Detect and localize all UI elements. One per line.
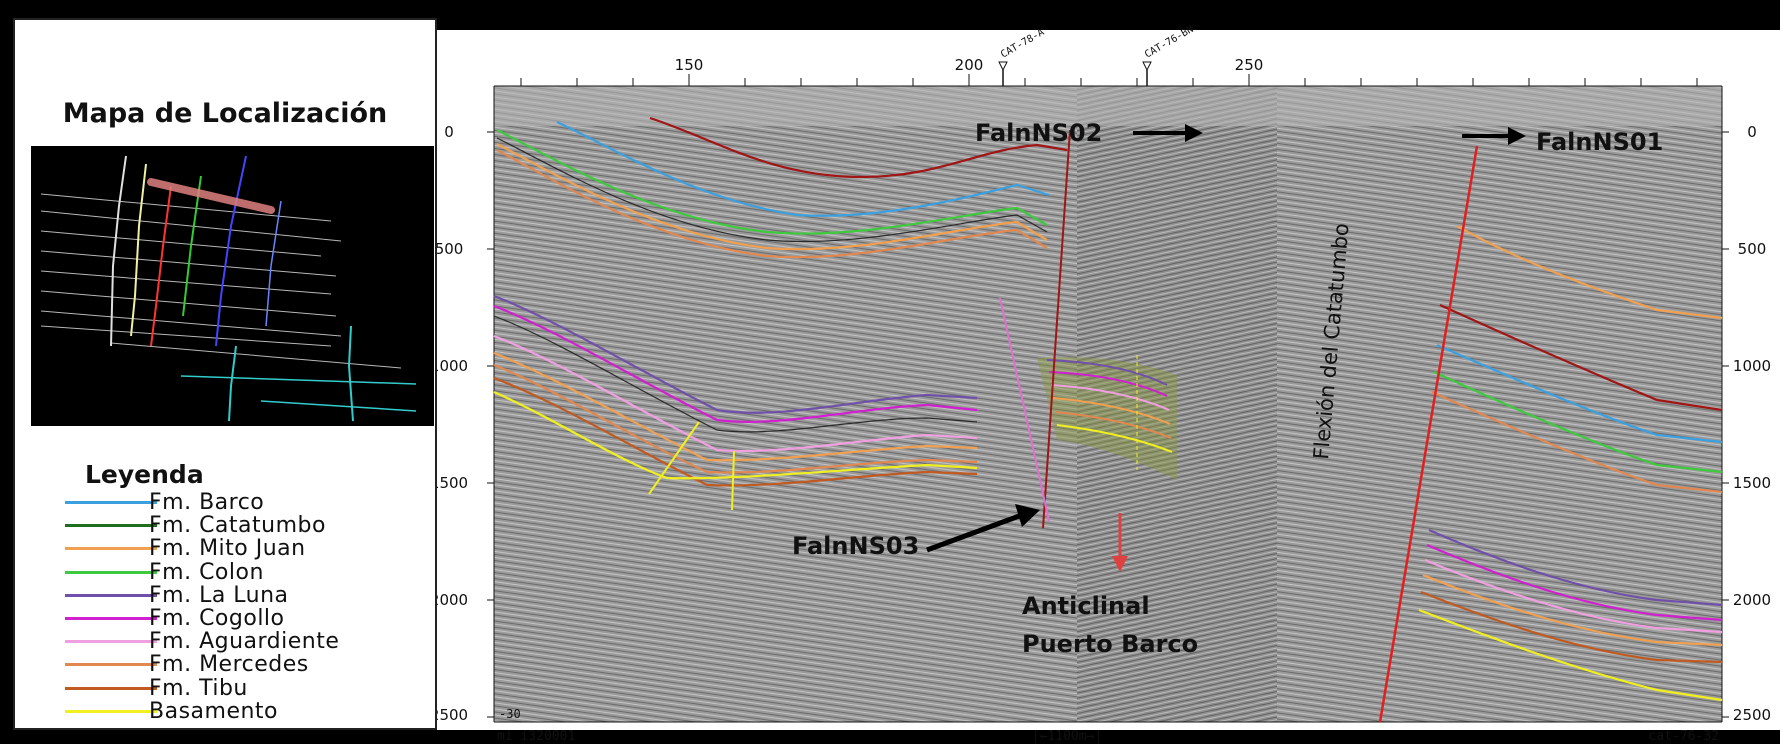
seismic-section-panel: 150 200 250 CAT-78-A CAT-76-BN (437, 0, 1780, 744)
legend-item: Fm. Mito Juan (65, 536, 445, 562)
legend-item: Fm. Mercedes (65, 652, 445, 678)
legend-item: Fm. Cogollo (65, 605, 445, 631)
corner-value: -30 (499, 707, 521, 721)
legend-item: Fm. Catatumbo (65, 513, 445, 539)
legend-label: Fm. Tibu (149, 675, 248, 701)
fault-falnns03 (999, 297, 1050, 522)
legend-swatch (65, 709, 157, 713)
anticline-horizons (1046, 355, 1173, 470)
depth-tick: 2000 (1733, 591, 1771, 609)
depth-tick: 2500 (437, 706, 468, 724)
legend-label: Fm. La Luna (149, 582, 289, 608)
legend-swatch (65, 616, 157, 620)
arrow-falnns03 (926, 504, 1040, 553)
depth-tick: 0 (444, 123, 454, 141)
legend-item: Fm. Colon (65, 559, 445, 585)
legend-item: Fm. Aguardiente (65, 629, 445, 655)
depth-axis-right: 0 500 1000 1500 2000 2500 (1733, 123, 1771, 724)
legend-swatch (65, 524, 157, 528)
footer-right: cat-76-32 (1649, 729, 1719, 744)
top-tick-150: 150 (675, 56, 704, 74)
legend-item: Fm. La Luna (65, 582, 445, 608)
depth-tick: 2000 (437, 591, 468, 609)
arrow-anticline (1112, 513, 1128, 572)
depth-tick: 1500 (437, 474, 468, 492)
seismic-section: 150 200 250 CAT-78-A CAT-76-BN (437, 0, 1780, 744)
legend-swatch (65, 640, 157, 644)
fault-label-falnns01: FalnNS01 (1536, 128, 1663, 156)
footer-left: mi i320001 (497, 729, 575, 744)
legend: Fm. Barco Fm. Catatumbo Fm. Mito Juan Fm. C… (65, 490, 445, 724)
legend-label: Fm. Mito Juan (149, 536, 306, 562)
scale-bar: |←1100m→| (1032, 729, 1102, 744)
depth-tick: 1000 (437, 357, 468, 375)
right-block-horizons (1418, 225, 1723, 702)
fault-label-falnns03: FalnNS03 (792, 532, 919, 560)
depth-axis-left: 0 500 1000 1500 2000 2500 (437, 123, 468, 724)
arrow-falnns02 (1133, 124, 1203, 142)
legend-title: Leyenda (85, 460, 204, 489)
legend-label: Fm. Catatumbo (149, 513, 326, 539)
anticline-label-line1: Anticlinal (1022, 592, 1150, 620)
map-title: Mapa de Localización (62, 98, 388, 129)
depth-tick: 1500 (1733, 474, 1771, 492)
minor-fault (648, 421, 700, 495)
legend-swatch (65, 547, 157, 551)
legend-swatch (65, 593, 157, 597)
legend-swatch (65, 663, 157, 667)
depth-tick: 1000 (1733, 357, 1771, 375)
location-map-graphic (31, 146, 434, 426)
legend-swatch (65, 501, 157, 504)
legend-swatch (65, 570, 157, 574)
depth-tick: 0 (1747, 123, 1757, 141)
legend-label: Fm. Barco (149, 490, 265, 515)
legend-label: Basamento (149, 698, 279, 724)
anticline-label-line2: Puerto Barco (1022, 630, 1198, 658)
location-map (31, 146, 434, 426)
top-tick-250: 250 (1235, 56, 1264, 74)
depth-tick: 2500 (1733, 706, 1771, 724)
legend-item: Fm. Barco (65, 490, 445, 515)
fault-falnns01 (1378, 145, 1479, 723)
legend-item: Fm. Tibu (65, 675, 445, 701)
legend-label: Fm. Mercedes (149, 652, 309, 678)
legend-label: Fm. Colon (149, 559, 264, 585)
left-panel: Mapa de Localización (13, 18, 437, 730)
arrow-falnns01 (1462, 127, 1526, 145)
legend-item: Basamento (65, 698, 445, 724)
lower-horizons (493, 294, 978, 487)
depth-tick: 500 (437, 240, 463, 258)
minor-fault (731, 450, 735, 511)
depth-tick: 500 (1738, 240, 1767, 258)
top-tick-200: 200 (955, 56, 984, 74)
legend-label: Fm. Cogollo (149, 605, 285, 631)
upper-horizons (496, 116, 1068, 259)
fault-label-falnns02: FalnNS02 (975, 119, 1102, 147)
legend-swatch (65, 686, 157, 690)
legend-label: Fm. Aguardiente (149, 629, 340, 655)
fault-falnns02 (1042, 129, 1071, 529)
